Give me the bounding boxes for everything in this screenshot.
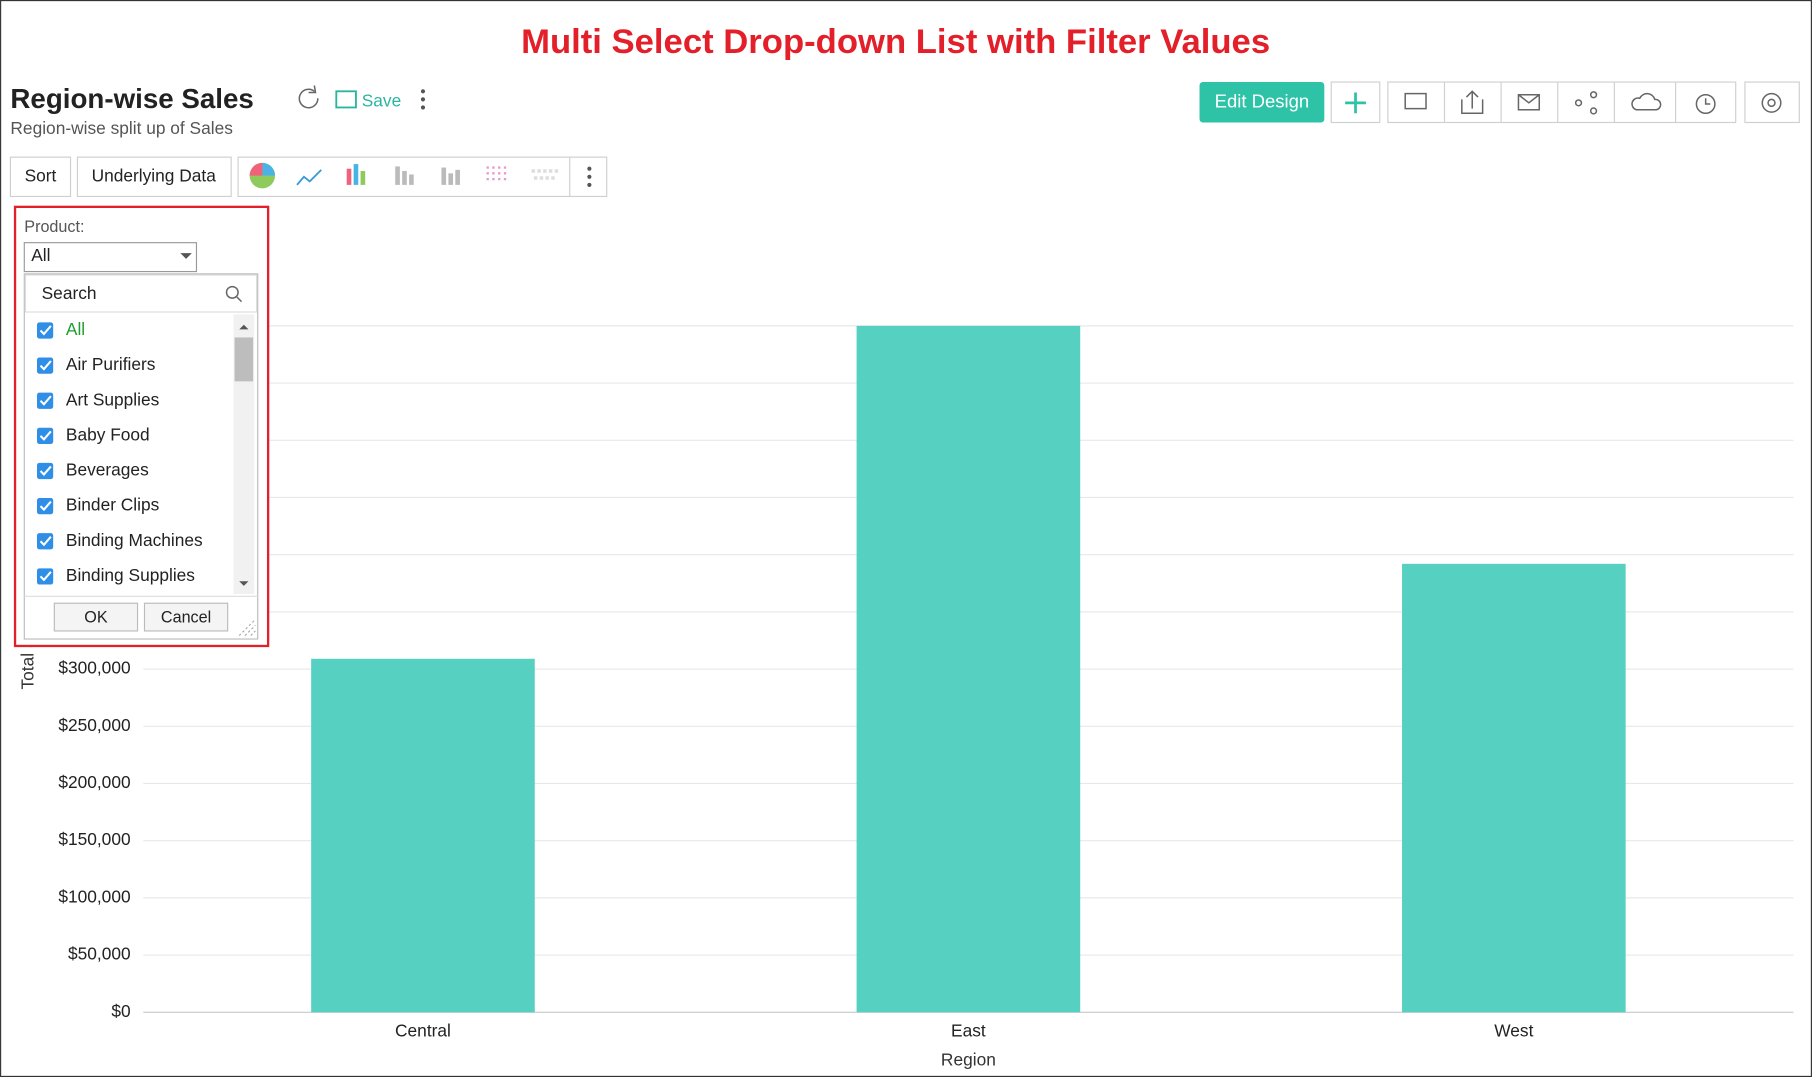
option-label[interactable]: Air Purifiers [66,354,156,374]
report-title: Region-wise Sales [10,83,253,114]
option[interactable]: Binder Clips [37,495,160,515]
check-mark [39,465,52,477]
refresh-icon[interactable] [298,85,319,109]
option[interactable]: Binding Supplies [37,565,195,585]
check-mark [39,535,52,547]
option-checkbox[interactable] [37,357,54,374]
option-label[interactable]: Binding Machines [66,530,203,550]
option-checkbox[interactable] [37,462,54,480]
option-checkbox[interactable] [37,392,54,409]
check-mark [39,360,52,371]
y-tick-label: $250,000 [58,715,130,735]
option[interactable]: Beverages [37,460,149,480]
option-checkbox[interactable] [37,498,54,515]
action-icons[interactable] [1387,81,1737,124]
edit-design-label[interactable]: Edit Design [1215,91,1309,112]
edit-design-button[interactable]: Edit Design [1199,82,1325,123]
option-checkbox[interactable] [37,427,54,444]
option-label[interactable]: Binding Supplies [66,565,195,585]
y-tick-label: $150,000 [58,829,130,849]
option-label[interactable]: Binder Clips [66,495,160,515]
chart-type-bar[interactable] [237,156,608,198]
filter-label: Product: [24,218,84,236]
search-box[interactable]: Search [24,274,258,313]
option-checkbox[interactable] [37,322,54,339]
x-tick-label: Central [395,1021,451,1041]
save-button[interactable]: Save [335,90,401,110]
x-tick-label: East [951,1021,986,1041]
cancel-button[interactable]: Cancel [143,602,229,632]
x-tick-label: West [1494,1021,1533,1041]
y-tick-label: $0 [111,1001,130,1021]
option[interactable]: Baby Food [37,424,150,444]
check-mark [39,571,52,582]
ok-button[interactable]: OK [53,602,139,632]
filter-select[interactable]: All [23,242,198,273]
y-tick-label: $100,000 [58,886,130,906]
option[interactable]: All [37,319,85,339]
bar [311,658,535,1013]
add-button[interactable] [1330,81,1381,124]
more-menu[interactable] [420,89,426,110]
filter-selected[interactable]: All [31,245,50,265]
chart: $0 $50,000 $100,000 $150,000 $200,000 $250,00… [17,314,1794,1069]
bar [1402,563,1626,1013]
save-label[interactable]: Save [362,90,401,110]
sort-label[interactable]: Sort [25,165,57,185]
option-checkbox[interactable] [37,533,54,550]
banner: Multi Select Drop-down List with Filter … [521,23,1270,61]
option-checkbox[interactable] [37,568,54,585]
check-mark [39,395,52,406]
check-mark [39,500,52,512]
settings-button[interactable] [1744,81,1800,124]
x-axis-title: Region [941,1049,996,1069]
y-tick-label: $200,000 [58,772,130,792]
check-mark [39,325,52,336]
report-subtitle: Region-wise split up of Sales [10,118,233,138]
y-tick-label: $300,000 [58,658,130,678]
option-label[interactable]: All [66,319,85,339]
underlying-data-label[interactable]: Underlying Data [92,165,217,185]
option-list: All Air Purifiers Art Supplies Baby Food Bev… [37,319,203,585]
sort-button[interactable]: Sort [9,156,72,198]
underlying-data-button[interactable]: Underlying Data [76,156,232,198]
option[interactable]: Art Supplies [37,389,160,409]
ok-label[interactable]: OK [84,609,108,627]
y-tick-label: $50,000 [68,944,131,964]
cancel-label[interactable]: Cancel [161,609,211,627]
product-filter: Product: All Search All Air Purifiers Art … [13,205,270,648]
bar [856,325,1081,1013]
option[interactable]: Air Purifiers [37,354,156,374]
search-placeholder[interactable]: Search [42,283,97,303]
check-mark [39,430,52,441]
option-label[interactable]: Baby Food [66,424,150,444]
option[interactable]: Binding Machines [37,530,203,550]
option-label[interactable]: Beverages [66,460,149,480]
option-label[interactable]: Art Supplies [66,389,160,409]
scrollbar[interactable] [233,314,255,594]
